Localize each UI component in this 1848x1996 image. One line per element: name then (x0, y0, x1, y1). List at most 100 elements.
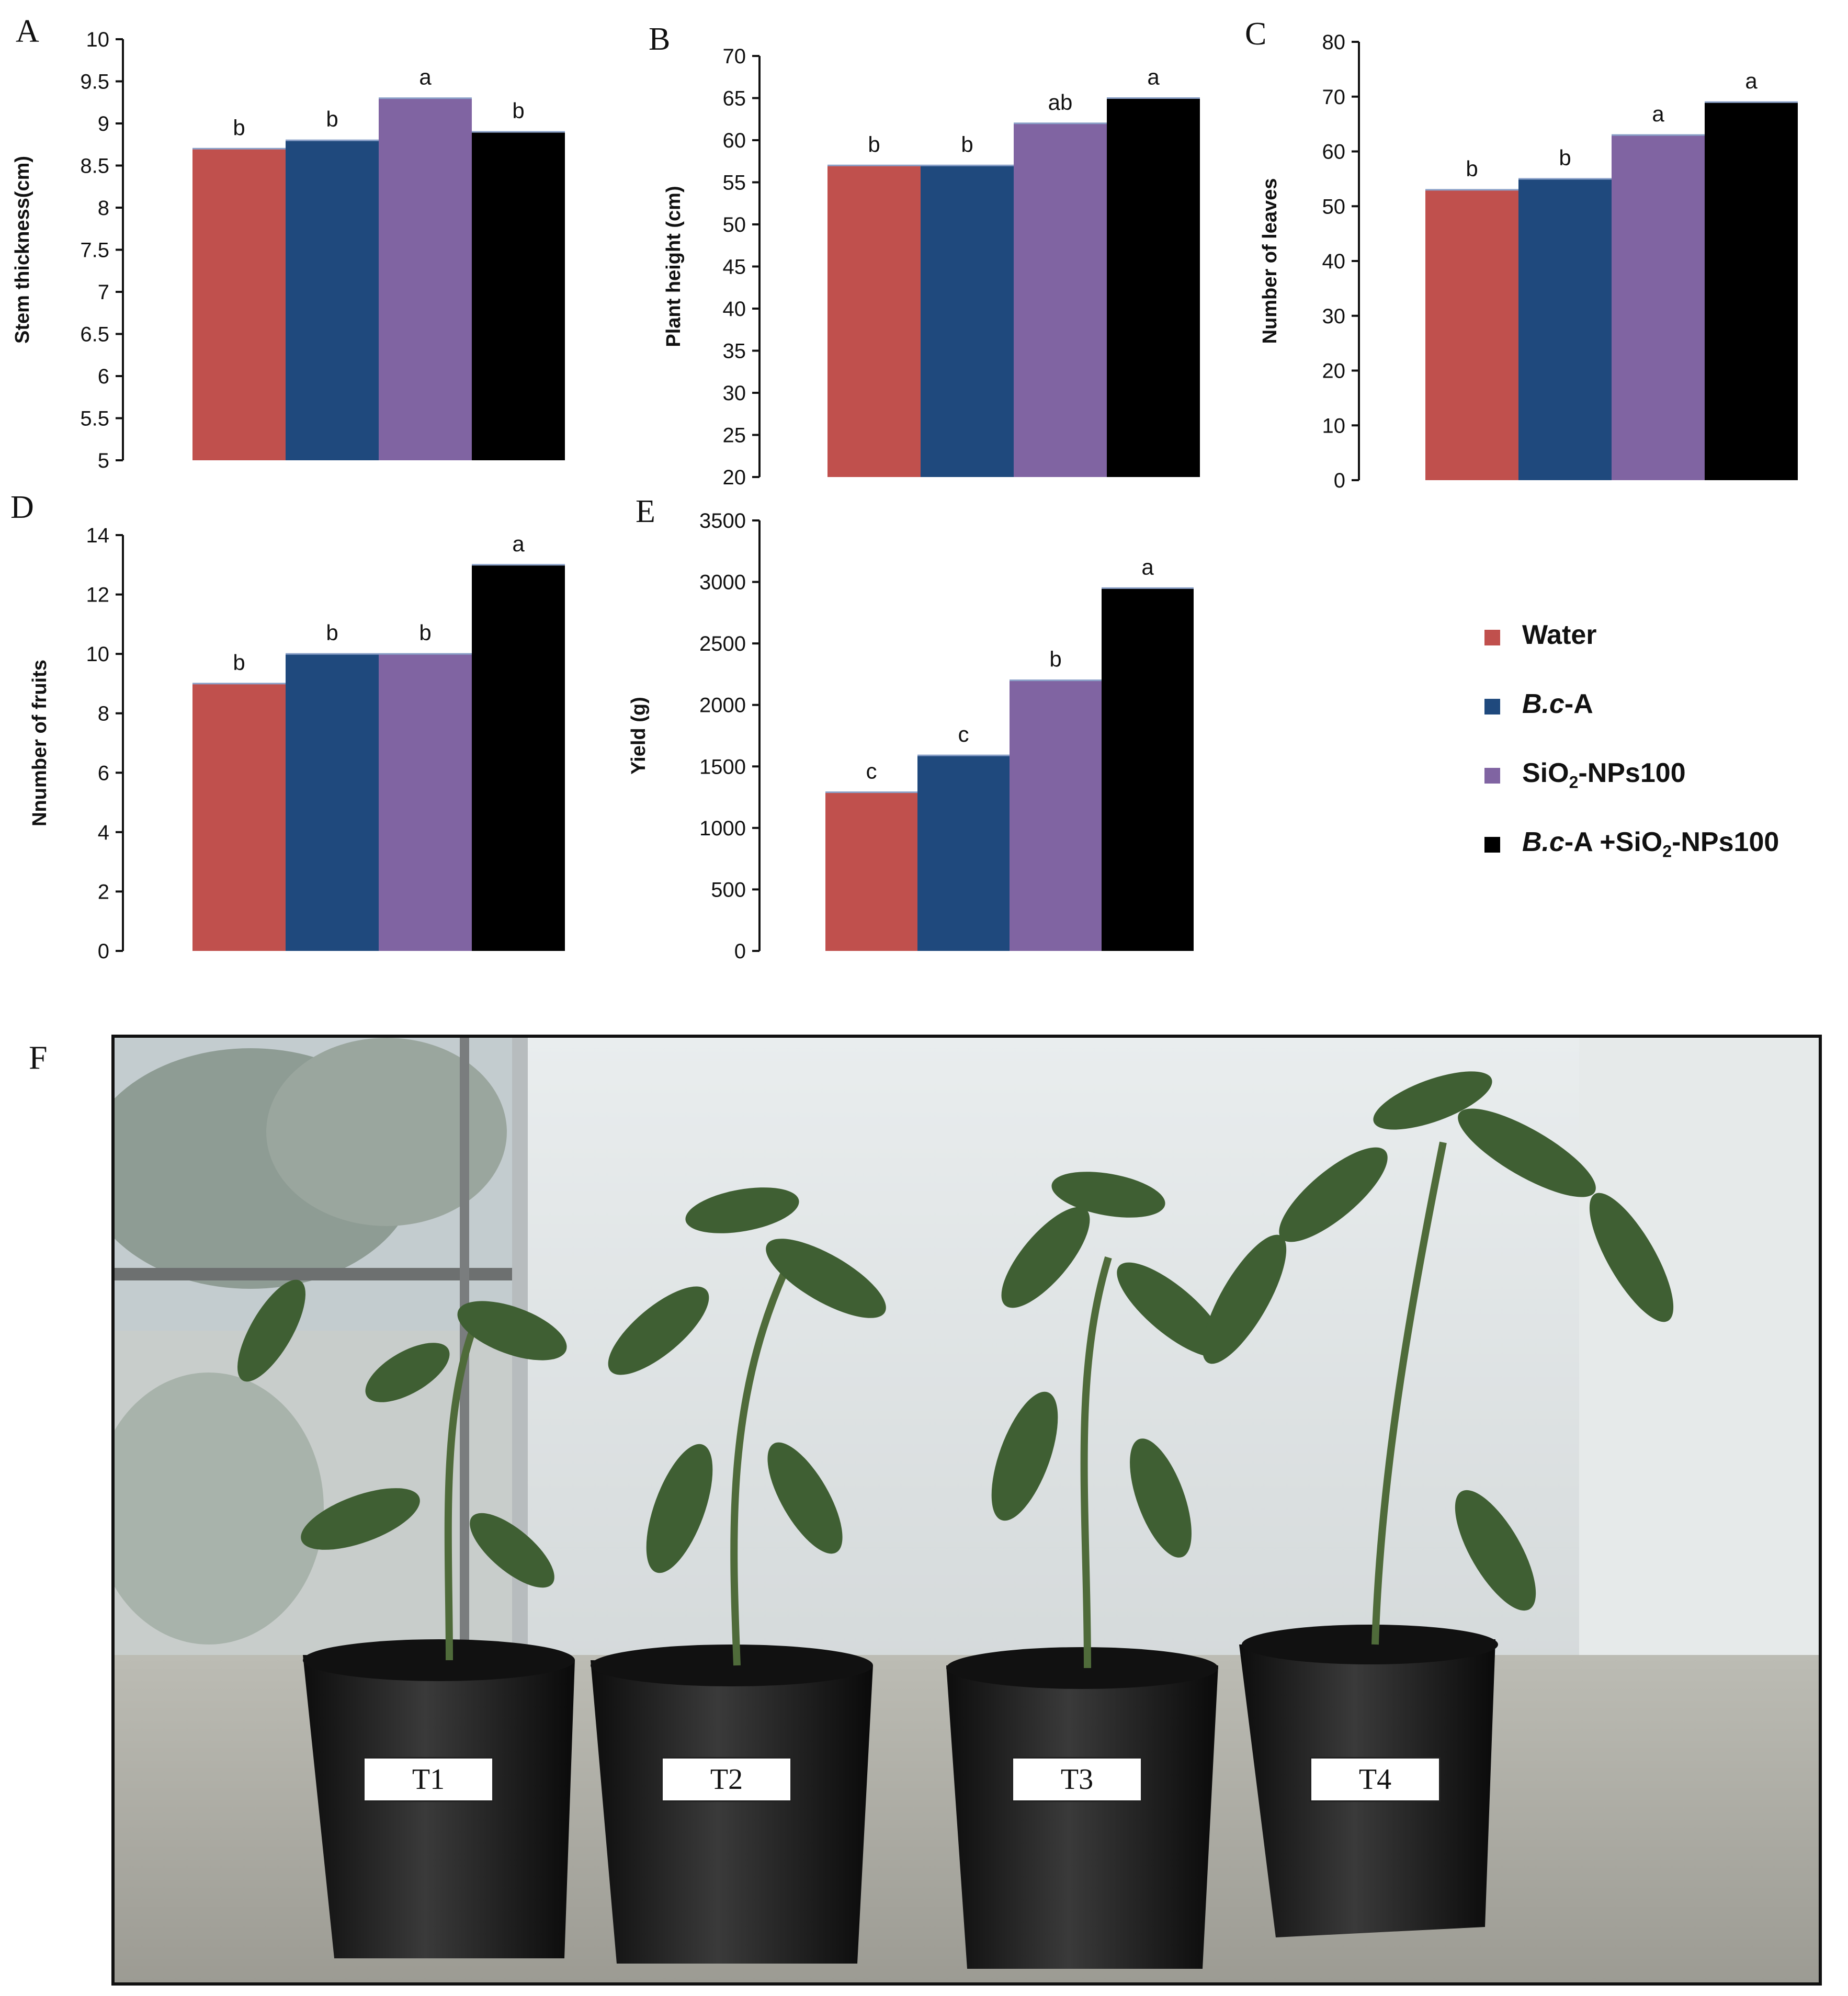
y-tick-label: 12 (86, 584, 110, 607)
pot-label-t4: T4 (1310, 1757, 1441, 1802)
bar (1107, 98, 1200, 477)
y-tick-label: 80 (1322, 31, 1346, 54)
bar (379, 654, 472, 951)
pot-label-t1: T1 (363, 1757, 494, 1802)
bar (472, 564, 565, 951)
y-tick-label: 40 (723, 298, 746, 321)
y-tick-label: 8 (98, 197, 109, 220)
pot-t1 (303, 1639, 575, 1958)
significance-label: b (233, 650, 245, 675)
y-tick-label: 10 (86, 643, 110, 666)
significance-label: ab (1048, 90, 1073, 115)
y-tick-label: 65 (723, 87, 746, 110)
legend: Water B.c-A SiO2-NPs100 B.c-A +SiO2-NPs100 (1484, 612, 1840, 888)
significance-label: a (512, 531, 525, 556)
bar-charts: A 5 5.5 6 6.5 7 7.5 8 8.5 9 9.5 10 Stem thickness(cm… (10, 14, 1798, 963)
y-axis-label: Yield (g) (628, 697, 650, 774)
legend-label: B.c-A +SiO2-NPs100 (1522, 827, 1779, 861)
y-tick-label: 30 (1322, 305, 1346, 328)
y-tick-label: 2 (98, 880, 109, 903)
y-tick-label: 0 (98, 940, 109, 963)
y-tick-label: 0 (734, 940, 746, 963)
legend-item: SiO2-NPs100 (1484, 750, 1840, 819)
significance-label: b (419, 620, 431, 645)
panel-letter: D (10, 490, 34, 525)
pot-t2 (591, 1645, 873, 1964)
significance-label: a (1745, 69, 1758, 93)
bar (472, 132, 565, 461)
y-tick-label: 5 (98, 449, 109, 472)
significance-label: b (512, 98, 524, 123)
y-tick-label: 9.5 (80, 71, 109, 94)
y-tick-label: 20 (1322, 360, 1346, 383)
legend-swatch (1484, 837, 1500, 853)
y-tick-label: 7 (98, 281, 109, 304)
y-tick-label: 6 (98, 365, 109, 388)
bar (1010, 680, 1102, 951)
bar (1102, 588, 1194, 951)
significance-label: a (419, 65, 432, 89)
y-tick-label: 50 (723, 213, 746, 236)
y-tick-label: 30 (723, 382, 746, 405)
y-tick-label: 7.5 (80, 239, 109, 262)
significance-label: a (1147, 65, 1160, 89)
legend-swatch (1484, 699, 1500, 715)
legend-label: B.c-A (1522, 689, 1593, 719)
bar (286, 140, 379, 460)
legend-item: B.c-A (1484, 681, 1840, 750)
y-tick-label: 60 (1322, 141, 1346, 164)
significance-label: b (868, 132, 880, 156)
bar (192, 683, 286, 951)
y-tick-label: 3000 (699, 571, 746, 594)
y-tick-label: 6.5 (80, 323, 109, 346)
y-tick-label: 35 (723, 340, 746, 363)
y-tick-label: 3500 (699, 509, 746, 532)
bar (192, 149, 286, 460)
legend-item: Water (1484, 612, 1840, 681)
y-tick-label: 14 (86, 524, 110, 547)
significance-label: b (961, 132, 973, 156)
panel-letter: B (649, 21, 670, 57)
bar (1612, 135, 1705, 480)
panel-letter: C (1245, 16, 1266, 52)
panel-letter: E (636, 494, 655, 529)
bar (917, 755, 1010, 951)
y-axis-label: Nnumber of fruits (29, 660, 51, 826)
y-axis-label: Number of leaves (1259, 178, 1281, 344)
significance-label: a (1141, 554, 1154, 579)
y-tick-label: 2000 (699, 694, 746, 717)
bar (379, 98, 472, 460)
significance-label: b (233, 115, 245, 140)
y-tick-label: 500 (711, 878, 746, 901)
y-tick-label: 8 (98, 702, 109, 725)
y-tick-label: 25 (723, 424, 746, 447)
pot-label-t2: T2 (661, 1757, 792, 1802)
significance-label: c (958, 722, 969, 746)
y-tick-label: 20 (723, 466, 746, 489)
photo-illustration (115, 1038, 1819, 1982)
y-tick-label: 10 (1322, 414, 1346, 437)
panel-letter-f: F (29, 1039, 48, 1076)
significance-label: b (326, 620, 338, 645)
bar (921, 165, 1014, 477)
y-tick-label: 50 (1322, 195, 1346, 218)
y-axis-label: Stem thickness(cm) (12, 156, 33, 344)
y-tick-label: 45 (723, 256, 746, 279)
legend-item: B.c-A +SiO2-NPs100 (1484, 819, 1840, 888)
foliage (237, 1071, 1674, 1611)
pot-t3 (946, 1647, 1218, 1969)
y-tick-label: 5.5 (80, 407, 109, 430)
y-tick-label: 10 (86, 28, 110, 51)
bar (1425, 189, 1518, 480)
y-tick-label: 6 (98, 762, 109, 785)
panel-letter: A (16, 14, 39, 49)
y-tick-label: 70 (723, 45, 746, 68)
y-tick-label: 4 (98, 821, 109, 844)
significance-label: b (326, 107, 338, 131)
y-tick-label: 70 (1322, 86, 1346, 109)
bar (1014, 123, 1107, 478)
y-tick-label: 9 (98, 112, 109, 135)
y-tick-label: 2500 (699, 632, 746, 655)
legend-label: Water (1522, 620, 1597, 650)
